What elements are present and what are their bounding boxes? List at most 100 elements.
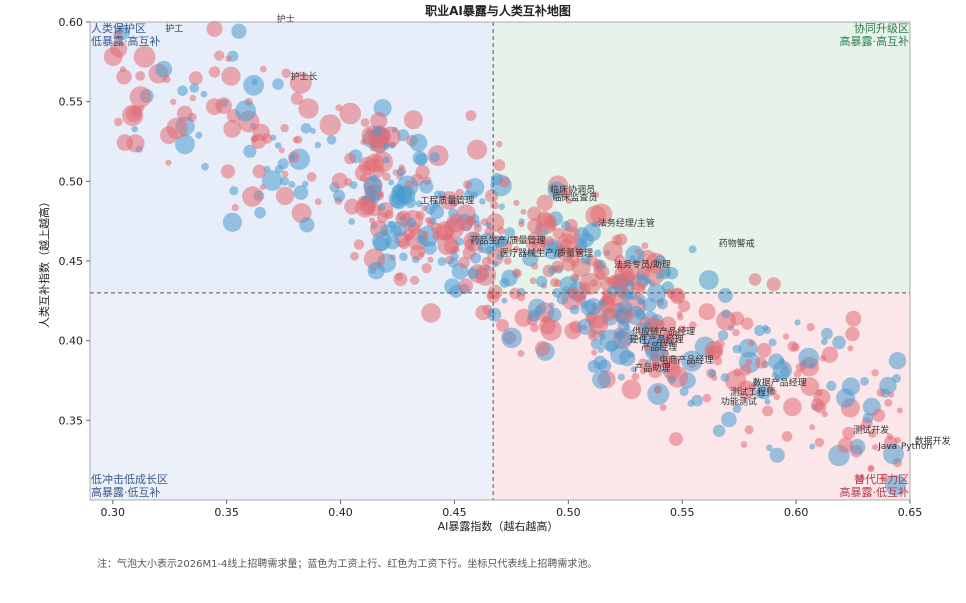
bubble — [110, 40, 128, 58]
bubble — [302, 180, 309, 188]
bubble — [762, 405, 774, 417]
bubble — [602, 240, 623, 261]
bubble — [793, 370, 802, 378]
bubble — [798, 347, 820, 369]
bubble — [667, 290, 675, 299]
bubble — [860, 376, 869, 386]
bubble — [292, 136, 300, 144]
bubble — [791, 342, 800, 352]
bubble — [590, 203, 613, 226]
quadrant-label-top-left: 人类保护区 — [91, 21, 146, 35]
bubble — [215, 97, 232, 114]
bubble — [404, 234, 412, 242]
bubble — [382, 156, 390, 164]
bubble — [837, 437, 854, 453]
bubble — [536, 194, 553, 211]
bubble — [365, 153, 384, 172]
quadrant-label-bottom-left: 低冲击低成长区 — [91, 472, 168, 486]
bubble — [733, 368, 742, 377]
bubble — [359, 199, 375, 216]
quadrant-sublabel-bottom-left: 高暴露·低互补 — [91, 485, 161, 499]
annotation-label: 工程质量管理 — [420, 195, 474, 207]
bubble — [755, 388, 766, 399]
bubble — [539, 317, 556, 335]
x-tick-label: 0.55 — [670, 506, 695, 519]
bubble — [590, 338, 602, 350]
bubble — [814, 401, 827, 414]
quadrant-label-bottom-right: 替代压力区 — [854, 472, 909, 486]
bubble — [429, 204, 445, 220]
annotation-label: 供应链产品经理 — [632, 325, 695, 337]
bubble — [252, 123, 270, 141]
bubble — [871, 369, 879, 377]
bubble — [380, 224, 393, 237]
bubble — [741, 317, 754, 330]
bubble — [221, 66, 241, 86]
bubble — [668, 340, 675, 347]
bubble — [862, 412, 874, 424]
bubble — [455, 188, 464, 198]
bubble — [552, 265, 559, 272]
bubble — [826, 380, 837, 391]
bubble — [369, 194, 377, 203]
bubble — [344, 198, 361, 215]
annotation-label: 法务经理/主管 — [598, 217, 655, 229]
bubble — [619, 260, 640, 281]
bubble — [520, 208, 527, 215]
bubble — [242, 186, 263, 207]
bubble — [867, 464, 875, 472]
bubble — [406, 217, 416, 228]
bubble — [809, 443, 816, 450]
annotation-label: Python — [901, 442, 932, 452]
bubble — [756, 342, 772, 358]
bubble — [748, 273, 762, 286]
bubble — [635, 323, 642, 330]
bubble — [444, 278, 461, 295]
bubble — [880, 473, 889, 482]
bubble — [252, 164, 267, 179]
bubble — [214, 50, 225, 61]
bubble — [254, 206, 266, 219]
bubble — [464, 238, 474, 248]
bubble — [421, 205, 428, 212]
bubble — [879, 376, 897, 395]
bubble — [659, 334, 666, 342]
bubble — [847, 345, 854, 352]
bubble — [310, 128, 316, 134]
bubble — [820, 338, 828, 345]
bubble — [579, 293, 587, 301]
annotation-label: Java — [877, 442, 897, 452]
bubble — [274, 142, 282, 149]
bubble — [366, 127, 373, 135]
bubble — [529, 277, 537, 285]
bubble — [243, 74, 264, 96]
x-tick-label: 0.60 — [784, 506, 809, 519]
bubble — [498, 203, 505, 210]
bubble — [362, 195, 369, 202]
bubble — [499, 176, 510, 188]
bubble — [487, 307, 502, 322]
bubble — [669, 432, 683, 446]
bubble — [641, 242, 649, 250]
bubble — [678, 300, 691, 313]
bubble — [388, 179, 395, 186]
bubble — [497, 235, 509, 247]
bubble — [872, 408, 886, 422]
x-tick-label: 0.50 — [556, 506, 581, 519]
bubble — [821, 346, 839, 363]
bubble — [679, 387, 689, 397]
bubble — [200, 90, 208, 98]
bubble — [845, 326, 860, 342]
bubble — [201, 162, 209, 171]
bubble — [607, 275, 620, 288]
bubble — [274, 164, 284, 174]
annotation-label: 数据开发 — [915, 435, 951, 447]
annotation-label: 护士 — [277, 13, 295, 25]
bubble — [131, 125, 138, 133]
bubble — [720, 373, 730, 382]
bubble — [564, 322, 582, 340]
bubble — [235, 100, 257, 122]
bubble — [206, 20, 223, 37]
bubble — [856, 474, 865, 483]
bubble — [800, 377, 820, 396]
